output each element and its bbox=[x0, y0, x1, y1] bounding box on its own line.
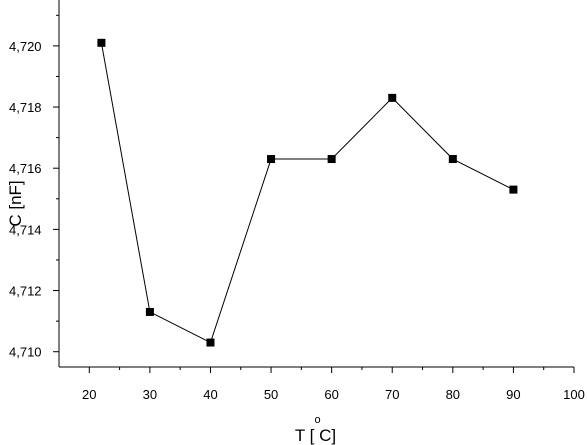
x-ticks: 20 30 40 50 60 70 80 90 100 bbox=[82, 367, 585, 402]
y-tick-label: 4,712 bbox=[9, 284, 42, 299]
data-point-marker bbox=[206, 338, 215, 347]
y-tick-label: 4,720 bbox=[9, 39, 42, 54]
y-axis-title: C [nF] bbox=[6, 180, 25, 226]
data-point-marker bbox=[267, 155, 276, 164]
y-tick-label: 4,714 bbox=[9, 222, 42, 237]
data-point-marker bbox=[388, 93, 397, 102]
x-tick-label: 30 bbox=[143, 387, 157, 402]
data-point-marker bbox=[97, 38, 106, 47]
axes bbox=[58, 0, 574, 368]
y-ticks: 4,710 4,712 4,714 4,716 4,718 4,720 bbox=[9, 14, 59, 360]
x-tick-label: 20 bbox=[82, 387, 96, 402]
y-tick-label: 4,716 bbox=[9, 161, 42, 176]
x-tick-label: 100 bbox=[563, 387, 585, 402]
y-tick-label: 4,718 bbox=[9, 100, 42, 115]
x-tick-label: 90 bbox=[506, 387, 520, 402]
x-tick-label: 60 bbox=[324, 387, 338, 402]
y-tick-label: 4,710 bbox=[9, 345, 42, 360]
data-point-marker bbox=[448, 155, 457, 164]
x-tick-label: 80 bbox=[446, 387, 460, 402]
series-group bbox=[97, 38, 518, 347]
x-tick-label: 70 bbox=[385, 387, 399, 402]
x-tick-label: 50 bbox=[264, 387, 278, 402]
data-point-marker bbox=[509, 185, 518, 194]
x-tick-label: 40 bbox=[203, 387, 217, 402]
x-axis-label: T [ C] bbox=[295, 426, 336, 445]
series-line bbox=[100, 42, 514, 344]
data-point-marker bbox=[145, 307, 154, 316]
x-axis-title: T [ C] o bbox=[295, 414, 336, 445]
y-axis-label: C [nF] bbox=[6, 180, 25, 226]
x-axis-label-degree: o bbox=[314, 414, 320, 426]
data-point-marker bbox=[327, 155, 336, 164]
